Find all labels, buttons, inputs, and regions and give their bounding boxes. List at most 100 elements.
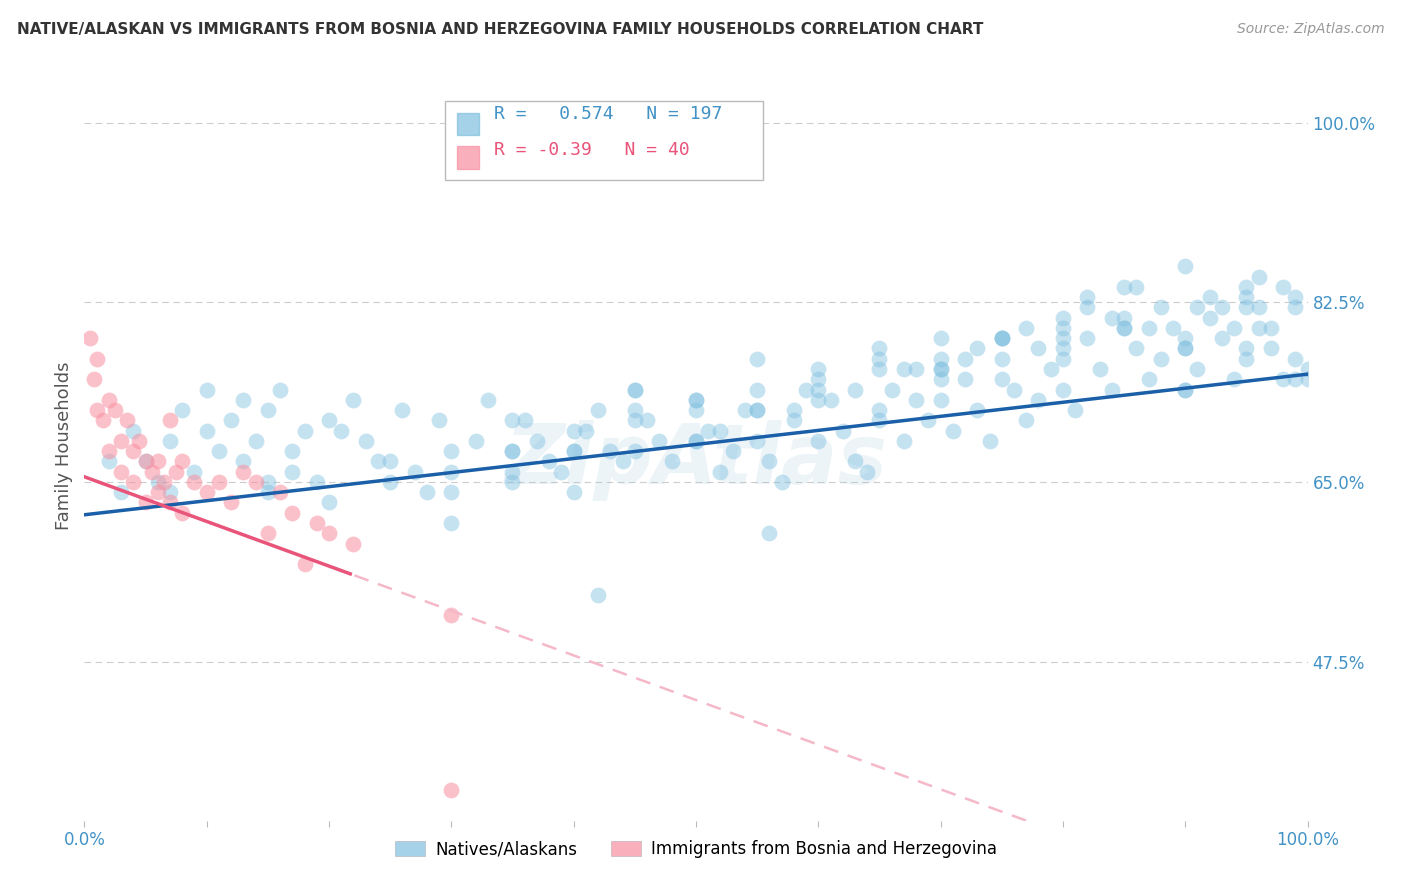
Point	[1088, 362, 1111, 376]
Point	[1101, 310, 1123, 325]
Point	[917, 413, 939, 427]
Point	[1174, 383, 1197, 397]
Point	[404, 465, 426, 479]
Point	[1247, 301, 1270, 315]
Point	[624, 413, 647, 427]
Point	[1002, 383, 1025, 397]
Point	[966, 342, 988, 356]
Point	[172, 454, 194, 468]
FancyBboxPatch shape	[457, 146, 479, 169]
Point	[1028, 392, 1050, 407]
Point	[115, 413, 138, 427]
Point	[991, 331, 1014, 345]
Point	[502, 444, 524, 458]
Point	[709, 424, 731, 438]
Point	[1198, 290, 1220, 304]
Point	[794, 383, 817, 397]
Point	[281, 465, 304, 479]
Point	[747, 434, 769, 448]
Point	[86, 403, 108, 417]
Point	[807, 372, 830, 386]
Point	[110, 434, 132, 448]
Point	[586, 403, 609, 417]
Point	[1052, 342, 1074, 356]
Point	[128, 434, 150, 448]
Point	[1125, 280, 1147, 294]
Point	[232, 454, 254, 468]
Point	[624, 383, 647, 397]
Point	[79, 331, 101, 345]
Point	[844, 454, 866, 468]
Point	[1101, 383, 1123, 397]
Point	[146, 485, 169, 500]
Point	[1028, 342, 1050, 356]
Point	[502, 465, 524, 479]
Point	[110, 465, 132, 479]
Point	[146, 475, 169, 489]
Point	[1114, 310, 1136, 325]
Point	[929, 351, 952, 366]
Point	[1272, 280, 1295, 294]
Point	[1223, 321, 1246, 335]
Point	[929, 362, 952, 376]
Point	[294, 424, 316, 438]
Point	[97, 444, 120, 458]
Point	[747, 351, 769, 366]
Point	[1187, 301, 1209, 315]
Text: Source: ZipAtlas.com: Source: ZipAtlas.com	[1237, 22, 1385, 37]
Point	[869, 403, 891, 417]
Point	[165, 465, 187, 479]
Point	[685, 392, 707, 407]
Point	[905, 362, 928, 376]
Point	[624, 444, 647, 458]
Point	[929, 331, 952, 345]
Point	[159, 495, 181, 509]
Point	[1236, 290, 1258, 304]
Point	[440, 782, 463, 797]
Point	[245, 475, 267, 489]
Point	[232, 465, 254, 479]
Point	[648, 434, 671, 448]
Point	[1114, 321, 1136, 335]
Point	[1076, 290, 1098, 304]
Point	[391, 403, 413, 417]
Point	[1174, 331, 1197, 345]
Point	[1211, 301, 1233, 315]
Point	[1137, 372, 1160, 386]
Point	[979, 434, 1001, 448]
Point	[232, 392, 254, 407]
Point	[1076, 301, 1098, 315]
Point	[685, 403, 707, 417]
Point	[709, 465, 731, 479]
Point	[929, 392, 952, 407]
Point	[502, 444, 524, 458]
Point	[257, 403, 280, 417]
Point	[97, 454, 120, 468]
Point	[135, 495, 157, 509]
Point	[1284, 290, 1306, 304]
Point	[734, 403, 756, 417]
Point	[195, 485, 218, 500]
Point	[110, 485, 132, 500]
Point	[141, 465, 163, 479]
Point	[380, 454, 402, 468]
Point	[758, 454, 780, 468]
Point	[367, 454, 389, 468]
Point	[1150, 351, 1173, 366]
Text: NATIVE/ALASKAN VS IMMIGRANTS FROM BOSNIA AND HERZEGOVINA FAMILY HOUSEHOLDS CORRE: NATIVE/ALASKAN VS IMMIGRANTS FROM BOSNIA…	[17, 22, 983, 37]
Point	[661, 454, 683, 468]
Point	[953, 351, 976, 366]
Point	[502, 413, 524, 427]
Point	[807, 383, 830, 397]
Point	[612, 454, 634, 468]
Point	[831, 424, 853, 438]
Point	[953, 372, 976, 386]
Point	[440, 444, 463, 458]
Point	[427, 413, 450, 427]
Point	[807, 362, 830, 376]
Point	[1174, 260, 1197, 274]
Point	[599, 444, 621, 458]
Point	[1174, 383, 1197, 397]
Point	[464, 434, 486, 448]
Point	[294, 557, 316, 571]
